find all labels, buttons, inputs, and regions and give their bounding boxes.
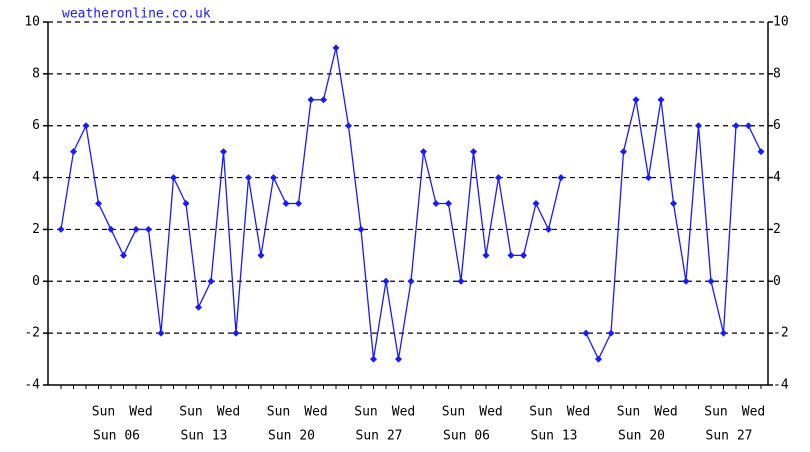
y2-tick-label: 6 — [773, 118, 781, 133]
marker — [332, 44, 340, 52]
marker — [82, 122, 90, 130]
x-day-label: Sun — [529, 405, 552, 420]
x-day-label: Wed — [654, 405, 677, 420]
x-day-label: Wed — [129, 405, 152, 420]
marker — [420, 148, 427, 156]
marker — [382, 277, 390, 285]
marker — [682, 277, 690, 285]
marker — [645, 174, 652, 182]
x-day-label: Wed — [304, 405, 327, 420]
marker — [482, 251, 490, 259]
x-tick-label: Sun 06 — [93, 429, 140, 444]
x-tick-label: Sun 13 — [181, 429, 228, 444]
x-day-label: Sun — [354, 405, 377, 420]
y-tick-label: -4 — [24, 378, 40, 393]
marker — [720, 329, 727, 337]
y-tick-label: 0 — [32, 274, 40, 289]
marker — [345, 122, 352, 130]
y2-tick-label: 8 — [773, 66, 781, 81]
marker — [732, 122, 740, 130]
marker — [132, 225, 140, 233]
marker — [457, 277, 465, 285]
x-day-label: Sun — [704, 405, 727, 420]
x-tick-label: Sun 20 — [268, 429, 315, 444]
x-day-label: Wed — [392, 405, 415, 420]
y2-tick-label: -2 — [773, 326, 789, 341]
x-day-label: Sun — [179, 405, 202, 420]
marker — [757, 148, 765, 156]
x-day-label: Wed — [567, 405, 590, 420]
marker — [470, 148, 477, 156]
y-tick-label: 8 — [32, 66, 40, 81]
marker — [707, 277, 715, 285]
marker — [157, 329, 165, 337]
marker — [57, 225, 65, 233]
marker — [495, 174, 502, 182]
y-tick-label: 6 — [32, 118, 40, 133]
x-day-label: Wed — [479, 405, 502, 420]
x-day-label: Sun — [267, 405, 290, 420]
marker — [257, 251, 265, 259]
marker — [407, 277, 415, 285]
y2-tick-label: -4 — [773, 378, 789, 393]
marker — [595, 355, 602, 363]
x-tick-label: Sun 20 — [618, 429, 665, 444]
x-day-label: Sun — [92, 405, 115, 420]
marker — [520, 251, 527, 259]
chart-title: weatheronline.co.uk — [62, 7, 211, 22]
marker — [220, 148, 227, 156]
y-tick-label: 10 — [24, 15, 40, 30]
x-tick-label: Sun 27 — [356, 429, 403, 444]
marker — [532, 200, 540, 207]
marker — [145, 225, 152, 233]
marker — [370, 355, 377, 363]
y-tick-label: 4 — [32, 170, 40, 185]
marker — [632, 96, 640, 104]
marker — [295, 200, 302, 207]
x-day-label: Wed — [742, 405, 765, 420]
y2-tick-label: 2 — [773, 222, 781, 237]
marker — [195, 303, 202, 311]
marker — [620, 148, 627, 156]
y2-tick-label: 0 — [773, 274, 781, 289]
marker — [395, 355, 402, 363]
x-day-label: Wed — [217, 405, 240, 420]
marker — [307, 96, 315, 104]
marker — [70, 148, 77, 156]
marker — [432, 200, 440, 207]
marker — [745, 122, 752, 130]
marker — [445, 200, 452, 207]
marker — [232, 329, 240, 337]
marker — [207, 277, 215, 285]
marker — [95, 200, 102, 207]
marker — [107, 225, 115, 233]
marker — [170, 174, 177, 182]
marker — [120, 251, 127, 259]
marker — [545, 225, 552, 233]
marker — [182, 200, 190, 207]
x-day-label: Sun — [617, 405, 640, 420]
marker — [270, 174, 277, 182]
marker — [607, 329, 615, 337]
x-tick-label: Sun 27 — [706, 429, 753, 444]
marker — [245, 174, 252, 182]
marker — [695, 122, 702, 130]
marker — [357, 225, 365, 233]
marker — [582, 329, 590, 337]
y2-tick-label: 4 — [773, 170, 781, 185]
marker — [507, 251, 515, 259]
y-tick-label: 2 — [32, 222, 40, 237]
marker — [670, 200, 677, 207]
y2-tick-label: 10 — [773, 15, 789, 30]
x-day-label: Sun — [442, 405, 465, 420]
marker — [320, 96, 327, 104]
x-tick-label: Sun 06 — [443, 429, 490, 444]
x-tick-label: Sun 13 — [531, 429, 578, 444]
marker — [557, 174, 565, 182]
y-tick-label: -2 — [24, 326, 40, 341]
marker — [282, 200, 290, 207]
marker — [657, 96, 665, 104]
